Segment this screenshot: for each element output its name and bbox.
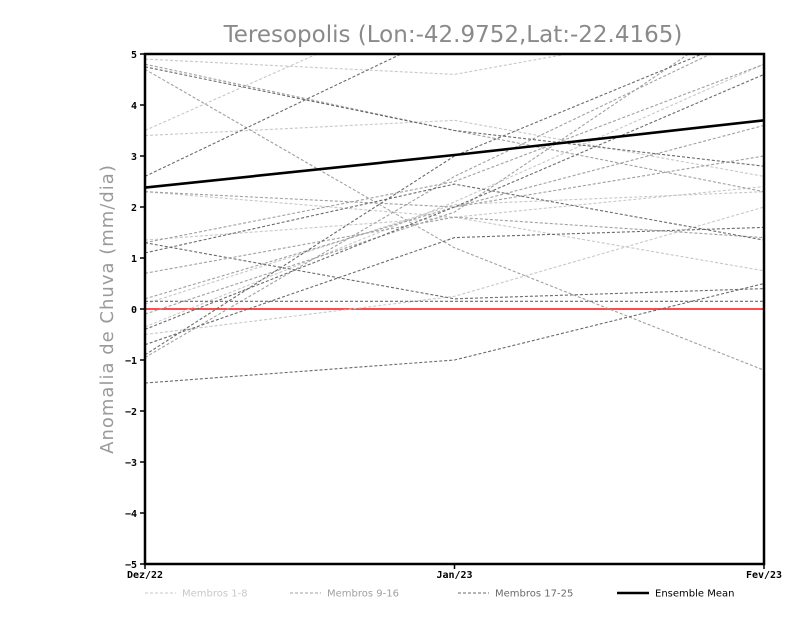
legend-label: Membros 17-25 [495, 589, 573, 600]
x-axis: Dez/22 Jan/23 Fev/23 [127, 564, 782, 581]
y-tick-label: 3 [131, 152, 137, 163]
y-tick-label: 2 [131, 203, 137, 214]
y-tick-label: −3 [125, 458, 137, 469]
legend: Membros 1-8 Membros 9-16 Membros 17-25 Ense… [145, 589, 734, 600]
y-tick-label: 4 [131, 101, 137, 112]
member-line-g3-3 [145, 227, 764, 344]
plot-lines [145, 0, 764, 383]
y-tick-label: −4 [125, 509, 137, 520]
member-line-g3-7 [145, 184, 764, 253]
x-tick-label: Dez/22 [127, 570, 163, 581]
member-line-g2-1 [145, 69, 764, 370]
member-line-g1-2 [145, 120, 764, 176]
y-tick-label: 5 [131, 50, 137, 61]
member-line-g3-8 [145, 29, 764, 355]
chart-title: Teresopolis (Lon:-42.9752,Lat:-22.4165) [223, 22, 683, 48]
legend-label: Ensemble Mean [655, 589, 734, 600]
member-line-g2-5 [145, 217, 764, 273]
y-tick-label: −2 [125, 407, 137, 418]
member-line-g3-6 [145, 67, 764, 166]
x-tick-label: Jan/23 [436, 570, 472, 581]
y-tick-label: 1 [131, 254, 137, 265]
member-line-g2-2 [145, 64, 764, 192]
y-tick-label: 0 [131, 305, 137, 316]
y-axis-label: Anomalia de Chuva (mm/dia) [97, 164, 118, 454]
legend-label: Membros 9-16 [327, 589, 399, 600]
x-tick-label: Fev/23 [746, 570, 782, 581]
member-line-g2-3 [145, 64, 764, 243]
legend-label: Membros 1-8 [182, 589, 248, 600]
member-line-g2-6 [145, 3, 764, 314]
y-tick-label: −1 [125, 356, 137, 367]
